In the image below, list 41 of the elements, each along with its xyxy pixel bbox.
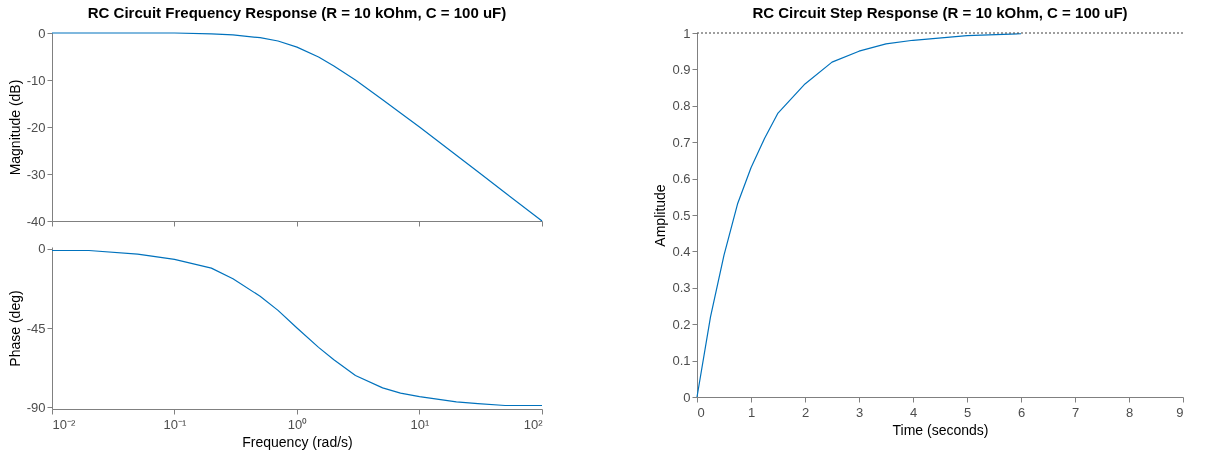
x-tick-label: 9 [1176,404,1184,420]
x-axis-title: Frequency (rad/s) [242,433,353,450]
y-tick-label: 0.1 [672,353,691,369]
y-tick-label: 0.3 [672,280,691,296]
y-tick-label: 0 [38,241,46,257]
x-tick-label: 3 [855,404,864,420]
chart-title: RC Circuit Frequency Response (R = 10 kOhm, C = 100 uF) [87,4,507,21]
y-tick-label: 1 [683,25,691,41]
chart-title: RC Circuit Step Response (R = 10 kOhm, C = 100 uF) [752,4,1128,21]
y-axis-title: Magnitude (dB) [6,79,23,176]
x-tick-label: 10¹ [410,416,431,432]
x-tick-label: 0 [697,404,705,420]
y-tick-label: 0.7 [672,134,691,150]
y-axis-title: Amplitude [652,184,669,247]
y-tick-label: 0 [38,25,46,41]
x-tick-label: 4 [909,404,918,420]
x-tick-label: 1 [747,404,756,420]
x-tick-label: 10⁻² [52,416,76,432]
x-tick-label: 7 [1071,404,1080,420]
y-tick-label: -90 [26,399,46,415]
y-tick-label: 0.8 [672,98,691,114]
x-axis-title: Time (seconds) [892,421,989,438]
x-tick-label: 10⁰ [287,416,308,432]
y-tick-label: -40 [26,213,46,229]
y-tick-label: 0 [683,389,691,405]
x-tick-label: 10⁻¹ [163,416,188,432]
x-tick-label: 2 [801,404,810,420]
y-tick-label: 0.6 [672,171,691,187]
y-tick-label: -45 [26,320,46,336]
x-tick-label: 10² [523,416,544,432]
y-tick-label: -10 [26,72,46,88]
x-tick-label: 5 [963,404,972,420]
y-tick-label: 0.2 [672,316,691,332]
y-tick-label: 0.5 [672,207,691,223]
y-tick-label: 0.4 [672,243,691,259]
x-tick-label: 6 [1017,404,1026,420]
y-tick-label: 0.9 [672,61,691,77]
y-tick-label: -20 [26,119,46,135]
y-tick-label: -30 [26,166,46,182]
x-tick-label: 8 [1125,404,1134,420]
y-axis-title: Phase (deg) [6,290,23,367]
